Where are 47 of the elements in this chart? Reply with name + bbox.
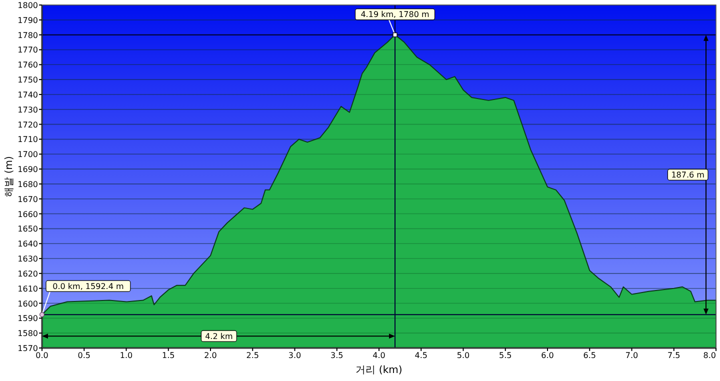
y-tick-label: 1610 bbox=[18, 284, 38, 294]
x-tick-label: 0.0 bbox=[36, 351, 48, 360]
x-tick-label: 6.0 bbox=[541, 351, 554, 360]
y-tick-label: 1600 bbox=[18, 299, 38, 308]
y-tick-label: 1780 bbox=[18, 30, 38, 40]
y-tick-label: 1580 bbox=[18, 329, 38, 338]
y-tick-label: 1660 bbox=[18, 210, 38, 219]
x-tick-label: 7.5 bbox=[668, 351, 680, 360]
y-tick-label: 1690 bbox=[18, 165, 38, 174]
y-tick-label: 1650 bbox=[18, 224, 38, 234]
y-tick-label: 1730 bbox=[18, 105, 38, 114]
y-tick-label: 1630 bbox=[18, 254, 38, 264]
x-tick-label: 1.0 bbox=[120, 351, 133, 360]
y-tick-label: 1790 bbox=[18, 16, 38, 25]
annotation: 0.0 km, 1592.4 m bbox=[52, 282, 124, 291]
y-tick-label: 1770 bbox=[18, 46, 38, 55]
y-tick-label: 1620 bbox=[18, 269, 38, 278]
x-tick-label: 7.0 bbox=[625, 351, 638, 360]
y-tick-label: 1760 bbox=[18, 60, 38, 70]
x-tick-label: 8.0 bbox=[703, 351, 716, 360]
x-tick-label: 3.5 bbox=[330, 351, 344, 360]
y-tick-label: 1800 bbox=[18, 1, 38, 10]
x-tick-label: 2.5 bbox=[246, 351, 259, 360]
x-tick-label: 5.5 bbox=[499, 351, 512, 360]
x-tick-label: 4.0 bbox=[372, 351, 386, 360]
y-tick-label: 1570 bbox=[18, 344, 38, 353]
y-tick-label: 1680 bbox=[18, 180, 38, 189]
y-axis-title: 해발 (m) bbox=[4, 156, 15, 197]
x-axis-title: 거리 (km) bbox=[356, 365, 402, 376]
x-tick-label: 0.5 bbox=[78, 351, 90, 360]
y-tick-label: 1590 bbox=[18, 314, 38, 324]
y-tick-label: 1670 bbox=[18, 194, 38, 204]
x-tick-label: 2.0 bbox=[204, 351, 217, 360]
y-tick-label: 1750 bbox=[18, 76, 38, 85]
annotation: 187.6 m bbox=[671, 170, 705, 180]
x-tick-label: 4.5 bbox=[414, 351, 428, 360]
y-tick-label: 1740 bbox=[18, 90, 38, 100]
y-tick-label: 1710 bbox=[18, 135, 38, 144]
y-tick-label: 1700 bbox=[18, 150, 38, 160]
y-tick-label: 1720 bbox=[18, 120, 38, 130]
y-tick-label: 1640 bbox=[18, 240, 38, 249]
x-tick-label: 5.0 bbox=[456, 351, 470, 360]
annotation: 4.19 km, 1780 m bbox=[360, 10, 430, 20]
annotation: 4.2 km bbox=[205, 332, 233, 341]
x-tick-label: 6.5 bbox=[583, 351, 596, 360]
x-tick-label: 3.0 bbox=[288, 351, 302, 360]
x-tick-label: 1.5 bbox=[162, 351, 175, 360]
